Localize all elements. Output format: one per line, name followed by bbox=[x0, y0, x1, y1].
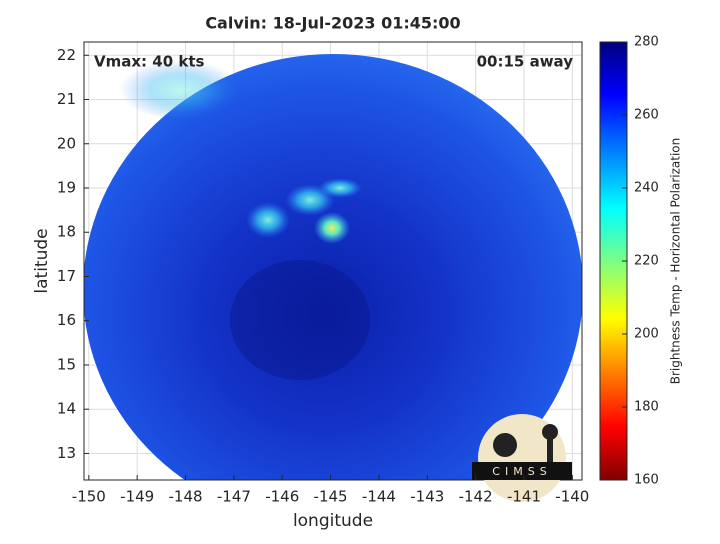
x-tick-label: -140 bbox=[555, 488, 589, 506]
annotation: Vmax: 40 kts bbox=[94, 53, 204, 71]
x-tick-label: -146 bbox=[265, 488, 299, 506]
x-axis-label: longitude bbox=[293, 511, 373, 531]
annotation: 00:15 away bbox=[477, 53, 574, 71]
colorbar-tick-label: 240 bbox=[634, 181, 659, 196]
y-tick-label: 17 bbox=[57, 267, 76, 285]
colorbar-tick-label: 260 bbox=[634, 108, 659, 123]
logo: CIMSS bbox=[472, 414, 572, 502]
x-tick-label: -148 bbox=[169, 488, 203, 506]
y-tick-label: 13 bbox=[57, 444, 76, 462]
y-tick-label: 18 bbox=[57, 223, 76, 241]
y-tick-label: 15 bbox=[57, 355, 76, 373]
colorbar-label: Brightness Temp - Horizontal Polarizatio… bbox=[669, 138, 683, 385]
axes-box bbox=[83, 41, 583, 481]
y-tick-label: 14 bbox=[57, 400, 76, 418]
chart-title: Calvin: 18-Jul-2023 01:45:00 bbox=[205, 14, 460, 33]
y-tick-label: 21 bbox=[57, 90, 76, 108]
colorbar-tick-label: 160 bbox=[634, 473, 659, 488]
x-tick-label: -145 bbox=[314, 488, 348, 506]
y-tick-label: 19 bbox=[57, 179, 76, 197]
colorbar-tick-label: 220 bbox=[634, 254, 659, 269]
x-tick-label: -150 bbox=[72, 488, 106, 506]
y-tick-label: 20 bbox=[57, 134, 76, 152]
x-tick-label: -143 bbox=[410, 488, 444, 506]
y-axis-label: latitude bbox=[32, 228, 52, 293]
x-tick-label: -141 bbox=[507, 488, 541, 506]
colorbar-tick-label: 180 bbox=[634, 400, 659, 415]
colorbar-tick-label: 280 bbox=[634, 35, 659, 50]
logo-text: CIMSS bbox=[492, 465, 551, 478]
x-tick-label: -149 bbox=[120, 488, 154, 506]
colorbar-tick-label: 200 bbox=[634, 327, 659, 342]
x-tick-label: -147 bbox=[217, 488, 251, 506]
x-tick-label: -144 bbox=[362, 488, 396, 506]
y-tick-label: 16 bbox=[57, 311, 76, 329]
satellite-image bbox=[84, 54, 582, 480]
x-tick-label: -142 bbox=[459, 488, 493, 506]
y-tick-label: 22 bbox=[57, 46, 76, 64]
